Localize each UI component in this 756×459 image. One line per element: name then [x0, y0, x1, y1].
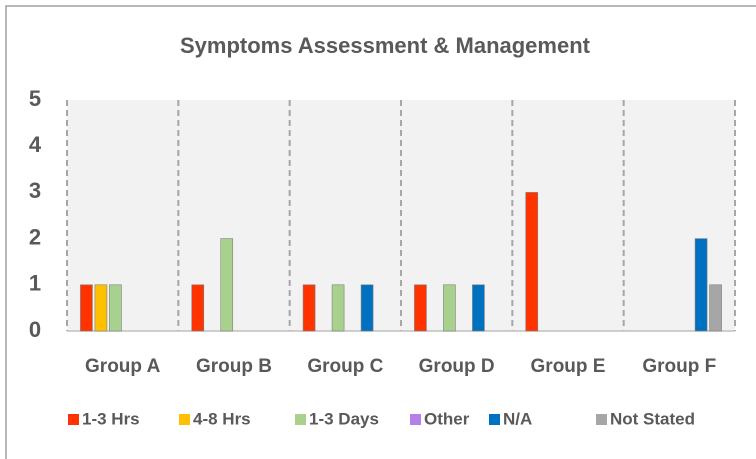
- legend-swatch: [596, 414, 607, 425]
- bar: [360, 284, 374, 332]
- legend-label: Other: [424, 409, 470, 428]
- bar: [94, 284, 108, 332]
- bar: [109, 284, 122, 332]
- bar: [220, 238, 234, 332]
- x-tick-label: Group A: [85, 356, 161, 377]
- y-tick-label: 3: [29, 178, 41, 203]
- y-tick-label: 5: [29, 86, 41, 111]
- legend-swatch: [68, 414, 79, 425]
- legend-label: 1-3 Days: [309, 409, 379, 428]
- y-tick-label: 2: [29, 224, 41, 249]
- chart-title: Symptoms Assessment & Management: [180, 33, 591, 58]
- legend-swatch: [410, 414, 421, 425]
- x-tick-label: Group E: [531, 356, 606, 377]
- bar: [302, 284, 316, 332]
- bar: [694, 238, 708, 332]
- legend-swatch: [295, 414, 306, 425]
- legend-label: 1-3 Hrs: [82, 409, 140, 428]
- bar: [525, 192, 539, 332]
- bar: [709, 284, 722, 332]
- bar: [443, 284, 456, 332]
- legend-label: N/A: [503, 409, 532, 428]
- bar: [472, 284, 485, 332]
- legend-label: Not Stated: [610, 409, 695, 428]
- bar: [80, 284, 93, 332]
- legend-swatch: [179, 414, 190, 425]
- y-tick-label: 1: [29, 271, 41, 296]
- bar: [414, 284, 427, 332]
- x-tick-label: Group C: [307, 356, 383, 377]
- x-tick-label: Group D: [419, 356, 495, 377]
- y-tick-label: 0: [29, 317, 41, 342]
- y-tick-label: 4: [29, 132, 42, 157]
- x-tick-label: Group B: [196, 356, 272, 377]
- bar: [331, 284, 345, 332]
- legend-label: 4-8 Hrs: [193, 409, 251, 428]
- bar: [191, 284, 205, 332]
- x-tick-label: Group F: [642, 356, 716, 377]
- legend-swatch: [489, 414, 500, 425]
